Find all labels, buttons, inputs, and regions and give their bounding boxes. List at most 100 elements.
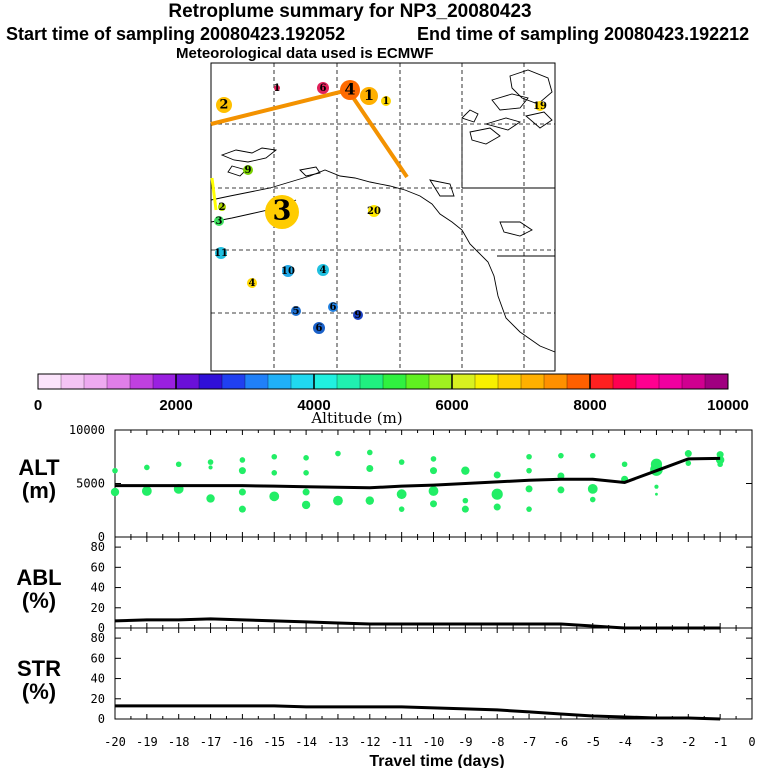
altitude-particle: [557, 486, 565, 494]
map-marker: [535, 101, 545, 111]
altitude-particle: [365, 496, 374, 505]
altitude-particle: [685, 460, 692, 466]
altitude-particle: [493, 503, 501, 511]
map-marker-label: 1: [364, 87, 374, 104]
map-marker-label: 1: [274, 83, 281, 94]
altitude-particle: [430, 456, 437, 462]
altitude-particle: [654, 484, 659, 489]
map-marker: [243, 165, 253, 175]
colorbar-swatch: [498, 374, 522, 389]
altitude-particle: [491, 488, 503, 500]
met-data-label: Meteorological data used is ECMWF: [176, 45, 434, 62]
x-tick-label: -18: [168, 735, 190, 749]
x-tick-labels: -20 -19 -18 -17 -16 -15 -14 -13 -12 -11 -10 -9 -8 -7-…: [104, 735, 755, 749]
map-marker: [313, 322, 325, 334]
altitude-particle: [269, 491, 280, 502]
x-tick-label: -2: [681, 735, 695, 749]
x-tick-label: -14: [295, 735, 317, 749]
altitude-particle: [684, 450, 692, 458]
map-marker: [218, 203, 226, 211]
colorbar-label: Altitude (m): [310, 409, 402, 427]
altitude-particle: [144, 464, 150, 471]
map-marker: [274, 85, 280, 91]
altitude-particle: [461, 505, 469, 513]
x-tick-label: 0: [748, 735, 755, 749]
y-tick-label: 40: [91, 672, 105, 686]
x-axis-label: Travel time (days): [369, 753, 504, 768]
altitude-particle: [303, 455, 309, 461]
altitude-particle: [333, 495, 343, 506]
altitude-particle: [621, 461, 628, 468]
panel-ylabel: ABL: [16, 565, 61, 590]
altitude-particle: [141, 486, 152, 496]
colorbar-tick-label: 0: [34, 397, 42, 414]
colorbar-swatch: [383, 374, 407, 389]
map-marker-label: 5: [293, 306, 300, 317]
map-marker-label: 2: [220, 98, 229, 113]
map-marker-label: 9: [245, 165, 252, 176]
altitude-particle: [367, 449, 373, 456]
panel-ylabel: ALT: [18, 455, 60, 480]
colorbar-swatch: [682, 374, 706, 389]
colorbar-swatch: [567, 374, 591, 389]
map-marker-label: 20: [367, 206, 381, 217]
colorbar-swatch: [245, 374, 269, 389]
map-marker: [282, 265, 294, 277]
altitude-particle: [655, 492, 658, 496]
y-tick-label: 40: [91, 581, 105, 595]
altitude-particle: [558, 452, 564, 459]
map-marker-label: 6: [330, 302, 337, 313]
map-marker-label: 3: [273, 195, 292, 227]
map-marker: [216, 97, 232, 113]
y-tick-label: 0: [98, 530, 105, 544]
altitude-particle: [428, 486, 439, 496]
map-marker: [215, 247, 227, 259]
map-marker: [328, 302, 338, 312]
map-marker: [291, 306, 301, 316]
altitude-particle: [430, 467, 437, 475]
map-marker-label: 9: [355, 310, 362, 321]
altitude-particle: [238, 467, 246, 475]
y-tick-label: 0: [98, 712, 105, 726]
panel-frame: [114, 536, 753, 629]
altitude-particle: [238, 505, 246, 513]
altitude-particle: [493, 471, 501, 479]
panel-ylabel: STR: [17, 656, 61, 681]
colorbar-swatch: [705, 374, 729, 389]
colorbar-swatch: [38, 374, 62, 389]
y-tick-label: 10000: [69, 423, 105, 437]
x-tick-label: -1: [713, 735, 727, 749]
altitude-particle: [175, 461, 182, 468]
colorbar-swatch: [544, 374, 568, 389]
y-tick-label: 80: [91, 631, 105, 645]
altitude-particle: [110, 487, 120, 497]
colorbar-swatch: [291, 374, 315, 389]
map-marker: [368, 205, 380, 217]
y-tick-label: 20: [91, 601, 105, 615]
x-tick-label: -7: [522, 735, 536, 749]
panel-ylabel: (%): [22, 588, 56, 613]
altitude-particle: [271, 453, 278, 460]
x-tick-label: -16: [232, 735, 254, 749]
y-tick-label: 80: [91, 540, 105, 554]
colorbar-swatch: [130, 374, 154, 389]
colorbar-tick-label: 2000: [159, 397, 192, 414]
panel-3: 0 20 40 60 80 STR(%): [17, 627, 753, 726]
x-tick-label: -9: [458, 735, 472, 749]
x-tick-label: -19: [136, 735, 158, 749]
colorbar-swatch: [613, 374, 637, 389]
colorbar-swatch: [659, 374, 683, 389]
altitude-particle: [526, 453, 532, 460]
altitude-particle: [589, 496, 596, 503]
colorbar-tick-label: 10000: [707, 397, 749, 414]
altitude-particle: [335, 450, 341, 457]
altitude-particle: [525, 485, 533, 493]
plume-trajectory-short: [210, 177, 218, 211]
x-tick-label: -10: [423, 735, 445, 749]
colorbar-swatch: [268, 374, 292, 389]
map-marker: [317, 82, 329, 94]
altitude-particle: [589, 452, 596, 459]
y-tick-label: 60: [91, 560, 105, 574]
